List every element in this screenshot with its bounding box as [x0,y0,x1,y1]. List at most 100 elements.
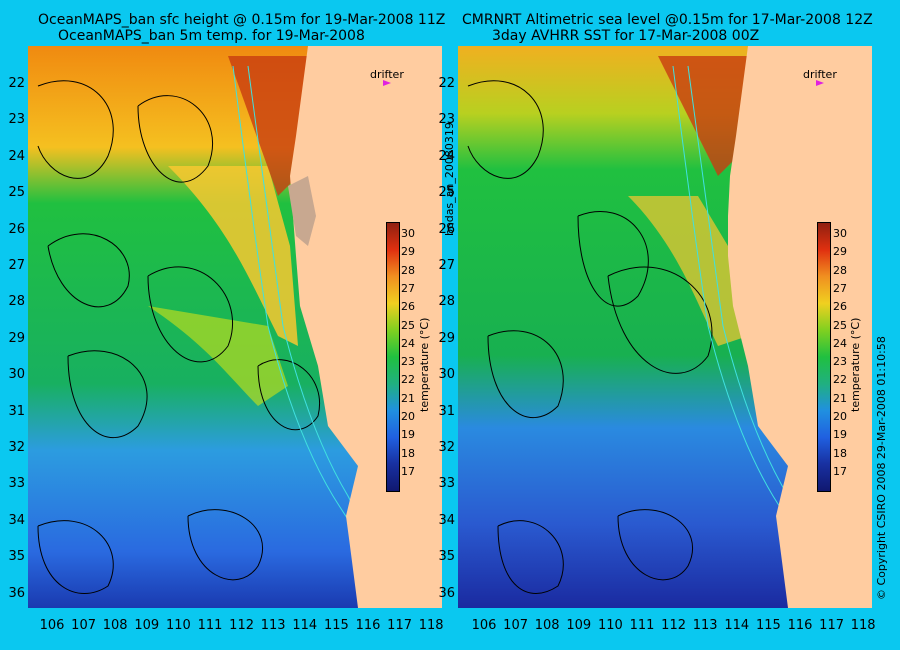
colorbar-tick: 23 [401,355,415,369]
colorbar-tick: 27 [401,281,415,295]
longitude-label: 111 [197,618,223,633]
colorbar-tick: 30 [833,227,847,240]
latitude-label: 34 [8,512,25,528]
latitude-label: 25 [438,185,455,201]
copyright-text: © Copyright CSIRO 2008 29-Mar-2008 01:10… [875,336,888,600]
longitude-label: 109 [134,618,160,633]
latitude-label: 31 [438,403,455,419]
longitude-label: 114 [724,618,750,633]
colorbar-tick: 20 [401,410,415,423]
longitude-label: 106 [39,618,65,633]
right-drifter-marker [816,80,824,86]
latitude-label: 28 [8,294,25,310]
latitude-label: 27 [438,258,455,273]
latitude-label: 32 [438,440,455,455]
colorbar-tick: 18 [833,446,847,460]
longitude-label: 116 [787,618,813,633]
colorbar-tick: 17 [401,464,415,478]
longitude-label: 109 [566,618,592,633]
right-contours [467,80,713,594]
longitude-label: 113 [692,618,718,633]
longitude-label: 107 [71,618,96,633]
longitude-label: 110 [597,618,623,633]
colorbar-tick: 29 [833,245,847,259]
longitude-label: 117 [387,618,412,633]
left-drifter-label: drifter [370,68,404,81]
colorbar-tick: 21 [401,391,415,405]
left-map-panel [28,46,442,608]
latitude-label: 23 [438,112,455,128]
colorbar-tick: 22 [401,373,415,387]
latitude-label: 31 [8,403,25,419]
left-colorbar-title: temperature (°C) [418,317,431,412]
latitude-label: 32 [8,440,25,455]
latitude-label: 36 [438,585,455,601]
right-colorbar-title: temperature (°C) [849,317,862,412]
longitude-label: 110 [165,618,191,633]
longitude-label: 114 [292,618,318,633]
colorbar-tick: 18 [401,446,415,460]
latitude-label: 29 [438,330,455,346]
longitude-label: 108 [102,618,128,633]
left-colorbar [386,222,400,492]
colorbar-tick: 17 [833,464,847,478]
colorbar-tick: 21 [833,391,847,405]
left-title-line1: OceanMAPS_ban sfc height @ 0.15m for 19-… [38,12,446,28]
latitude-label: 34 [438,512,455,528]
latitude-label: 29 [8,330,25,346]
colorbar-tick: 20 [833,410,847,423]
latitude-label: 27 [8,258,25,273]
colorbar-tick: 28 [401,263,415,277]
longitude-label: 107 [503,618,528,633]
colorbar-tick: 23 [833,355,847,369]
colorbar-tick: 24 [401,336,415,350]
colorbar-tick: 28 [833,263,847,277]
model-run-id: bodas_an_20080319 [443,122,456,236]
latitude-label: 26 [438,221,455,237]
right-land [728,46,872,608]
colorbar-tick: 25 [401,318,415,332]
colorbar-tick: 19 [401,428,415,442]
latitude-label: 33 [438,476,455,492]
colorbar-tick: 29 [401,245,415,259]
left-drifter-marker [383,80,391,86]
colorbar-tick: 26 [833,300,847,314]
longitude-label: 113 [260,618,286,633]
right-title-line1: CMRNRT Altimetric sea level @0.15m for 1… [462,12,873,28]
left-land [288,46,442,608]
latitude-label: 35 [8,549,25,565]
colorbar-tick: 27 [833,281,847,295]
latitude-label: 24 [438,148,455,164]
latitude-label: 26 [8,221,25,237]
longitude-label: 118 [418,618,444,633]
right-drifter-label: drifter [803,68,837,81]
colorbar-tick: 19 [833,428,847,442]
latitude-label: 22 [8,76,25,91]
latitude-label: 36 [8,585,25,601]
latitude-label: 24 [8,148,25,164]
colorbar-tick: 24 [833,336,847,350]
longitude-label: 112 [661,618,686,633]
left-contours [37,80,320,594]
latitude-label: 25 [8,185,25,201]
latitude-label: 33 [8,476,25,492]
right-title-line2: 3day AVHRR SST for 17-Mar-2008 00Z [492,28,760,44]
colorbar-tick: 26 [401,300,415,314]
latitude-label: 30 [438,367,455,383]
longitude-label: 116 [355,618,381,633]
longitude-label: 117 [819,618,844,633]
longitude-label: 106 [471,618,497,633]
colorbar-tick: 22 [833,373,847,387]
longitude-label: 112 [229,618,254,633]
latitude-label: 23 [8,112,25,128]
longitude-label: 118 [850,618,876,633]
longitude-label: 108 [534,618,560,633]
colorbar-tick: 25 [833,318,847,332]
latitude-label: 35 [438,549,455,565]
left-title-line2: OceanMAPS_ban 5m temp. for 19-Mar-2008 [58,28,365,44]
latitude-label: 22 [438,76,455,91]
longitude-label: 115 [323,618,349,633]
longitude-label: 115 [755,618,781,633]
latitude-label: 30 [8,367,25,383]
longitude-label: 111 [629,618,655,633]
